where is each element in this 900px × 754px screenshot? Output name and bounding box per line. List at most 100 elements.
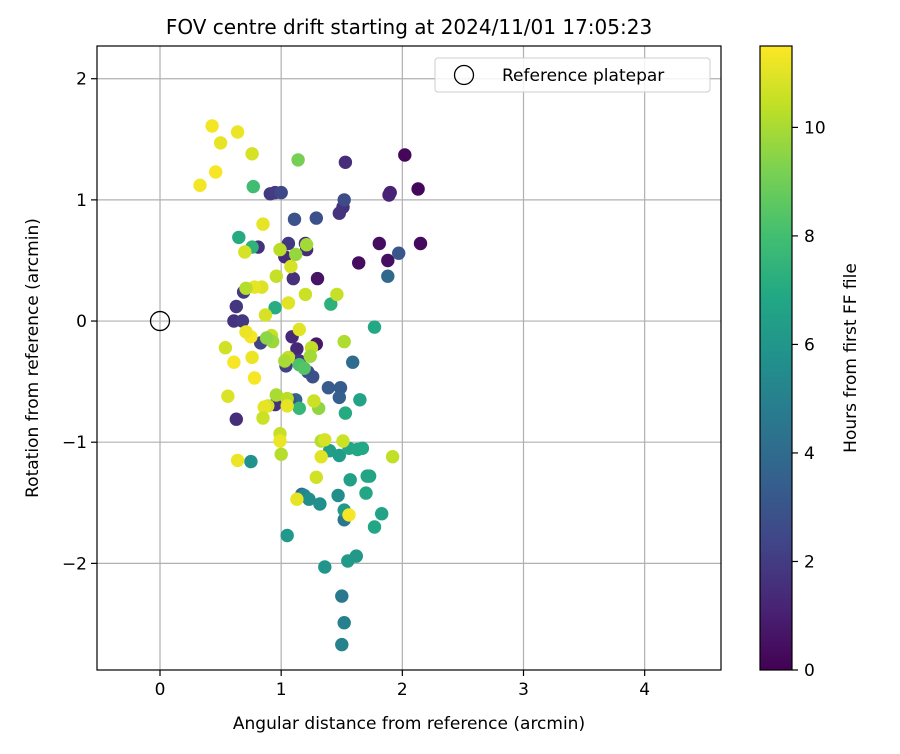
scatter-point bbox=[306, 370, 320, 384]
scatter-point bbox=[349, 549, 363, 563]
scatter-point bbox=[362, 469, 377, 483]
scatter-point bbox=[281, 296, 296, 310]
scatter-point bbox=[385, 450, 400, 464]
scatter-point bbox=[239, 281, 253, 295]
scatter-point bbox=[342, 508, 356, 522]
y-tick-label: 0 bbox=[76, 312, 87, 332]
scatter-point bbox=[227, 355, 241, 369]
scatter-point bbox=[218, 341, 233, 355]
colorbar-tick-label: 10 bbox=[804, 118, 826, 138]
colorbar: 0 2 4 6 8 10 Hours from first FF file bbox=[759, 45, 861, 681]
scatter-point bbox=[307, 394, 321, 408]
scatter-point bbox=[209, 165, 223, 179]
scatter-point bbox=[355, 441, 370, 455]
scatter-point bbox=[337, 334, 351, 349]
colorbar-tick-label: 6 bbox=[804, 335, 815, 355]
colorbar-label: Hours from first FF file bbox=[841, 263, 861, 453]
scatter-point bbox=[244, 454, 258, 469]
scatter-point bbox=[235, 314, 250, 328]
scatter-point bbox=[292, 322, 306, 337]
legend-box bbox=[434, 57, 711, 93]
scatter-point bbox=[338, 155, 353, 169]
x-tick-label: 1 bbox=[276, 680, 287, 700]
y-tick-label: −1 bbox=[62, 433, 87, 453]
scatter-point bbox=[313, 497, 327, 511]
scatter-point bbox=[299, 238, 314, 252]
scatter-point bbox=[298, 287, 313, 302]
scatter-point bbox=[382, 188, 396, 202]
scatter-point bbox=[274, 185, 288, 200]
x-tick-label: 0 bbox=[155, 680, 166, 700]
scatter-point bbox=[375, 507, 389, 521]
scatter-point bbox=[310, 271, 325, 286]
scatter-point bbox=[221, 389, 235, 403]
scatter-point bbox=[273, 242, 287, 257]
colorbar-gradient bbox=[760, 46, 792, 670]
x-tick-label: 2 bbox=[397, 680, 408, 700]
scatter-point bbox=[324, 297, 338, 311]
scatter-point bbox=[372, 236, 386, 251]
scatter-point bbox=[309, 470, 323, 484]
scatter-point bbox=[337, 616, 351, 630]
scatter-point bbox=[193, 178, 207, 192]
colorbar-tick-label: 2 bbox=[804, 552, 815, 572]
scatter-point bbox=[332, 448, 346, 463]
scatter-point bbox=[318, 433, 332, 447]
scatter-point bbox=[337, 193, 351, 207]
scatter-point bbox=[332, 206, 346, 220]
scatter-point bbox=[335, 637, 349, 652]
scatter-point bbox=[280, 528, 294, 543]
scatter-point bbox=[286, 271, 300, 286]
y-tick-label: 1 bbox=[76, 191, 87, 211]
scatter-point bbox=[268, 301, 282, 315]
y-axis-ticks: −2 −1 0 1 2 bbox=[62, 70, 97, 574]
scatter-point bbox=[205, 119, 219, 133]
scatter-point bbox=[367, 320, 382, 334]
x-tick-label: 3 bbox=[518, 680, 529, 700]
scatter-point bbox=[291, 153, 305, 167]
scatter-point bbox=[413, 236, 428, 251]
colorbar-tick-label: 4 bbox=[804, 444, 815, 464]
scatter-point bbox=[330, 287, 344, 302]
scatter-point bbox=[229, 299, 243, 314]
legend-entry-reference: Reference platepar bbox=[502, 66, 664, 86]
x-axis-label: Angular distance from reference (arcmin) bbox=[233, 714, 585, 734]
scatter-point bbox=[230, 125, 245, 139]
scatter-point bbox=[303, 349, 317, 363]
scatter-point bbox=[309, 211, 323, 225]
scatter-point bbox=[256, 217, 270, 231]
y-tick-label: 2 bbox=[76, 70, 87, 90]
colorbar-ticks: 0 2 4 6 8 10 bbox=[792, 118, 826, 681]
scatter-point bbox=[239, 325, 253, 339]
scatter-point bbox=[336, 434, 350, 448]
scatter-point bbox=[381, 253, 395, 268]
x-tick-label: 4 bbox=[639, 680, 650, 700]
legend: Reference platepar bbox=[434, 57, 711, 93]
scatter-point bbox=[367, 520, 382, 534]
scatter-point bbox=[238, 245, 252, 259]
scatter-point bbox=[257, 400, 271, 414]
scatter-point bbox=[274, 447, 288, 461]
colorbar-tick-label: 0 bbox=[804, 661, 815, 681]
scatter-point bbox=[246, 179, 260, 194]
scatter-point bbox=[245, 147, 259, 161]
scatter-point bbox=[278, 354, 292, 368]
scatter-point bbox=[392, 246, 406, 260]
scatter-point bbox=[245, 350, 259, 365]
scatter-point bbox=[343, 473, 357, 487]
scatter-point bbox=[411, 182, 425, 196]
scatter-point bbox=[289, 247, 303, 262]
scatter-point bbox=[332, 390, 346, 405]
scatter-point bbox=[258, 308, 273, 322]
y-tick-label: −2 bbox=[62, 554, 87, 574]
scatter-point bbox=[331, 488, 345, 503]
data-points bbox=[149, 119, 428, 652]
scatter-point bbox=[230, 453, 245, 468]
scatter-point bbox=[290, 342, 304, 356]
scatter-point bbox=[280, 399, 294, 413]
colorbar-frame bbox=[759, 45, 793, 671]
scatter-point bbox=[229, 412, 243, 426]
scatter-point bbox=[314, 450, 328, 464]
scatter-point bbox=[302, 492, 316, 506]
